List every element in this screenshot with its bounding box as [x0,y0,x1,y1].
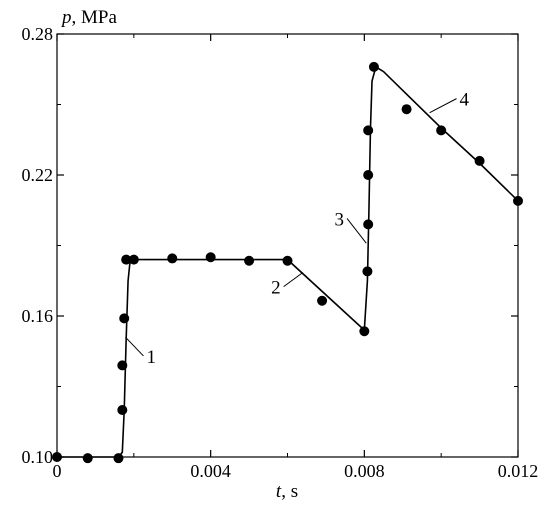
annotation-label: 3 [335,209,345,230]
data-point [167,253,178,264]
x-tick-label: 0.004 [190,461,231,481]
data-point [117,360,128,371]
data-point [119,313,130,324]
data-point [363,170,374,180]
y-axis-variable: p [60,7,72,28]
y-axis-label: p, MPa [60,7,117,28]
data-point [117,405,128,415]
series-curve [57,65,519,458]
data-point [121,254,132,265]
data-point [52,452,62,462]
data-point [474,155,485,166]
annotation-leader [429,98,457,114]
data-point [363,219,374,230]
data-point [401,104,412,115]
data-point [205,252,216,263]
y-tick-label: 0.28 [22,24,54,44]
data-point [436,125,447,136]
x-axis-variable: t [276,481,282,502]
x-tick-label: 0.012 [498,461,539,481]
x-tick-label: 0 [53,461,62,481]
annotation-label: 1 [146,347,156,368]
y-tick-label: 0.10 [22,447,54,467]
annotation-leader [283,272,304,288]
y-tick-label: 0.22 [22,165,54,185]
data-points [52,61,523,464]
data-point [282,255,293,266]
annotation-leader [125,336,144,357]
x-axis-label: t, s [276,481,298,502]
x-tick-label: 0.008 [344,461,385,481]
annotation-leader [346,218,367,244]
data-point [128,254,139,265]
x-axis-unit: , s [281,481,298,502]
data-point [362,266,373,277]
curve-annotations: 1 2 3 4 [125,90,470,368]
annotation-label: 4 [460,90,470,111]
data-point [317,295,328,306]
plot-frame [56,33,519,458]
data-point [368,61,379,72]
data-point [244,255,255,266]
axis-ticks: 0 0.004 0.008 0.012 0.10 0.16 0.22 0.28 [22,24,539,481]
data-point [82,453,93,464]
data-point [359,326,370,337]
data-point [363,125,374,136]
data-point [113,453,124,464]
annotation-label: 2 [271,278,281,299]
y-axis-unit: , MPa [72,7,118,28]
y-tick-label: 0.16 [22,306,54,326]
data-point [513,195,523,206]
